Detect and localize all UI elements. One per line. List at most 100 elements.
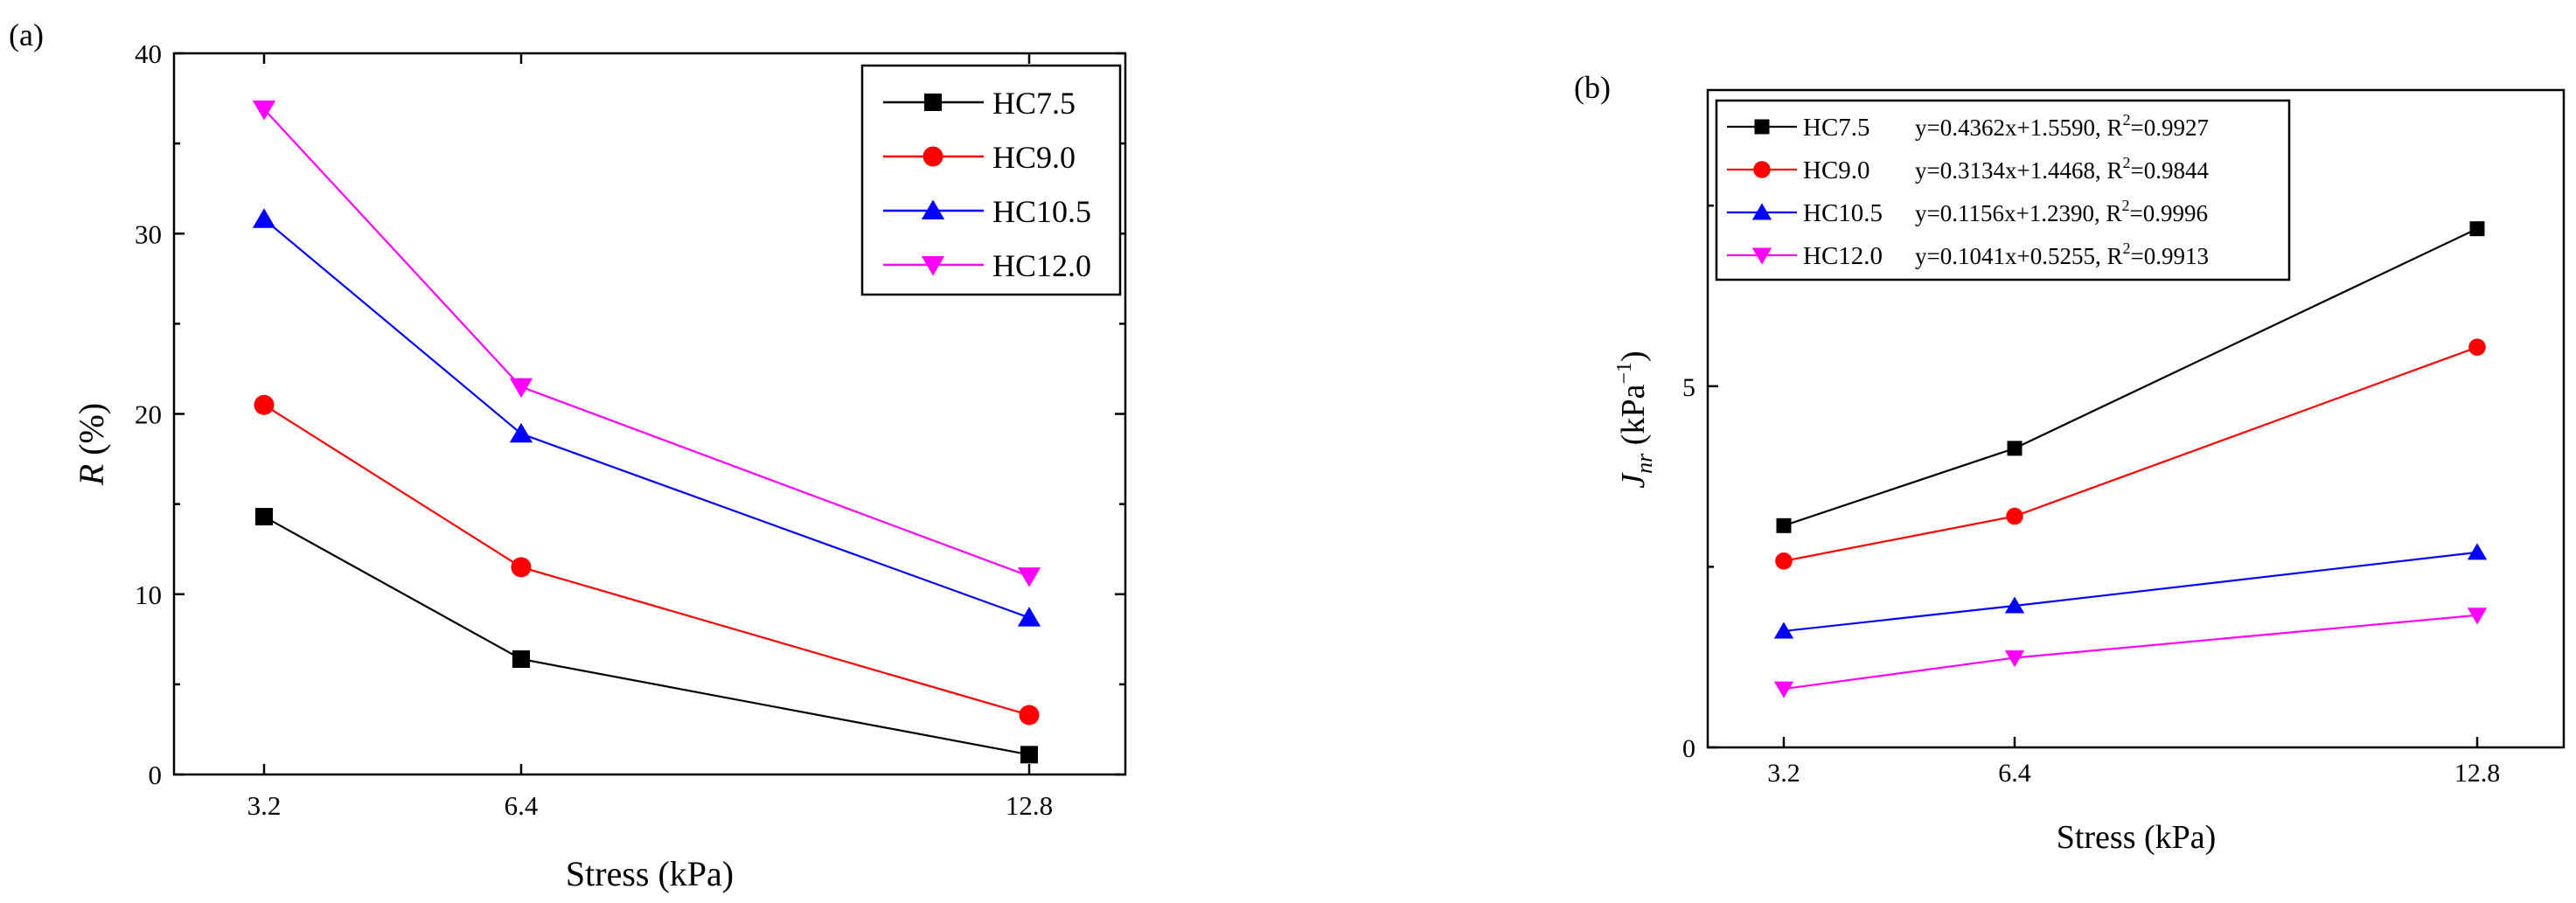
r2-label: R (2106, 157, 2122, 184)
data-point-a-HC9.0 (1019, 705, 1040, 726)
y-axis-label-a: R (%) (72, 403, 111, 486)
series-group-b (1773, 221, 2488, 698)
legend-marker-b-HC12.0 (1751, 247, 1772, 265)
r2-value: =0.9913 (2130, 243, 2208, 269)
y-axis-label-b: Jnr (kPa−1) (1613, 351, 1657, 488)
equation-text: y=0.1156x+1.2390, (1915, 200, 2106, 226)
legend-label-a: HC7.5 (992, 86, 1076, 121)
data-point-b-HC7.5 (2007, 441, 2023, 456)
legend-marker-a-HC9.0 (922, 146, 943, 167)
legend-equation-b: y=0.1156x+1.2390, R2=0.9996 (1915, 197, 2208, 226)
x-tick-label-a: 6.4 (505, 790, 539, 821)
y-tick-label-b: 5 (1682, 373, 1695, 402)
legend-label-a: HC10.5 (992, 194, 1091, 229)
data-point-b-HC9.0 (1775, 552, 1793, 570)
legend-marker-b-HC7.5 (1754, 119, 1770, 135)
y-axis-label-a-italic: R (72, 464, 111, 486)
legend-label-b: HC9.0 (1803, 156, 1870, 184)
legend-equation-b: y=0.3134x+1.4468, R2=0.9844 (1915, 154, 2209, 184)
y-axis-label-b-close: ) (1615, 351, 1652, 362)
legend-label-b: HC7.5 (1803, 114, 1870, 142)
x-tick-label-b: 12.8 (2454, 759, 2501, 788)
x-axis-ticks-a: 3.2 6.4 12.8 (247, 53, 1053, 821)
panel-label-b: (b) (1574, 70, 1611, 105)
data-point-b-HC10.5 (1773, 622, 1794, 639)
legend-box-a (860, 64, 1122, 296)
x-axis-label-a: Stress (kPa) (566, 854, 734, 893)
x-axis-label-b: Stress (kPa) (2057, 819, 2217, 856)
y-axis-ticks-b: 05 (1682, 204, 1718, 763)
y-axis-label-b-main: J (1615, 472, 1652, 489)
r2-superscript: 2 (2122, 154, 2130, 171)
data-point-b-HC9.0 (2468, 338, 2486, 356)
y-axis-label-b-sub: nr (1632, 453, 1657, 474)
legend-marker-b-HC9.0 (1753, 161, 1771, 178)
y-tick-label-b: 0 (1682, 734, 1695, 763)
data-point-a-HC12.0 (1017, 567, 1041, 587)
data-point-a-HC9.0 (511, 557, 532, 578)
y-axis-label-b-sup: −1 (1613, 362, 1636, 385)
data-point-b-HC7.5 (1776, 517, 1792, 533)
r2-superscript: 2 (2122, 240, 2130, 257)
y-axis-label-a-rest: (%) (72, 403, 111, 464)
r2-label: R (2106, 200, 2121, 226)
legend-label-b: HC12.0 (1803, 242, 1883, 270)
data-point-a-HC9.0 (254, 394, 275, 415)
legend-label-b: HC10.5 (1803, 199, 1883, 227)
x-tick-label-a: 12.8 (1006, 790, 1053, 821)
equation-text: y=0.4362x+1.5590, (1915, 115, 2106, 141)
y-tick-label-a: 20 (135, 399, 162, 430)
data-point-a-HC7.5 (512, 650, 530, 668)
y-axis-label-b-unit: (kPa (1615, 384, 1652, 453)
series-line-b-HC10.5 (1783, 551, 2478, 633)
data-point-b-HC7.5 (2469, 221, 2485, 237)
chart-panel-a: (a) 0 10 20 30 40 3.2 6.4 12.8 Stress (kPa) R … (9, 17, 1127, 893)
data-point-a-HC12.0 (509, 378, 533, 399)
legend-marker-a-HC10.5 (921, 199, 945, 219)
x-tick-label-b: 6.4 (1998, 759, 2031, 788)
chart-panel-b: (b) 05 3.2 6.4 12.8 Stress (kPa) Jnr (kPa−… (1574, 70, 2566, 856)
data-point-b-HC10.5 (2004, 596, 2025, 614)
panel-label-a: (a) (9, 17, 44, 52)
legend-equation-b: y=0.4362x+1.5590, R2=0.9927 (1915, 111, 2209, 141)
r2-superscript: 2 (2122, 111, 2130, 129)
y-tick-label-a: 10 (135, 580, 162, 610)
legend-marker-a-HC12.0 (921, 256, 945, 276)
plot-area-b (1706, 88, 2566, 749)
series-line-b-HC9.0 (1783, 346, 2478, 562)
data-point-a-HC10.5 (1017, 607, 1041, 627)
x-tick-label-b: 3.2 (1767, 759, 1800, 788)
data-point-b-HC9.0 (2006, 507, 2023, 525)
data-point-b-HC12.0 (2467, 608, 2488, 625)
r2-value: =0.9927 (2130, 115, 2208, 141)
r2-value: =0.9844 (2130, 157, 2209, 184)
x-axis-ticks-b: 3.2 6.4 12.8 (1767, 737, 2500, 788)
legend-equation-b: y=0.1041x+0.5255, R2=0.9913 (1915, 240, 2209, 269)
series-line-b-HC12.0 (1783, 614, 2478, 691)
legend-a: HC7.5 HC9.0 HC10.5 HC12.0 (860, 64, 1122, 296)
data-point-a-HC12.0 (252, 100, 276, 121)
y-tick-label-a: 30 (135, 219, 162, 249)
series-line-a-HC7.5 (263, 516, 1030, 756)
data-point-a-HC7.5 (1020, 746, 1038, 764)
data-point-a-HC10.5 (252, 208, 276, 228)
r2-superscript: 2 (2121, 197, 2129, 214)
equation-text: y=0.1041x+0.5255, (1915, 243, 2106, 269)
series-group-a (252, 100, 1041, 764)
legend-label-a: HC9.0 (992, 140, 1076, 175)
legend-marker-a-HC7.5 (924, 94, 942, 111)
data-point-a-HC10.5 (509, 422, 533, 443)
r2-value: =0.9996 (2129, 200, 2207, 226)
r2-label: R (2106, 115, 2122, 141)
r2-label: R (2106, 243, 2122, 269)
equation-text: y=0.3134x+1.4468, (1915, 157, 2106, 184)
data-point-b-HC10.5 (2467, 543, 2488, 560)
series-line-a-HC9.0 (263, 404, 1030, 716)
data-point-b-HC12.0 (2004, 650, 2025, 668)
legend-box-b (1715, 99, 2291, 281)
y-tick-label-a: 40 (135, 38, 162, 69)
legend-label-a: HC12.0 (992, 248, 1091, 283)
data-point-b-HC12.0 (1773, 681, 1794, 698)
legend-marker-b-HC10.5 (1751, 203, 1772, 220)
